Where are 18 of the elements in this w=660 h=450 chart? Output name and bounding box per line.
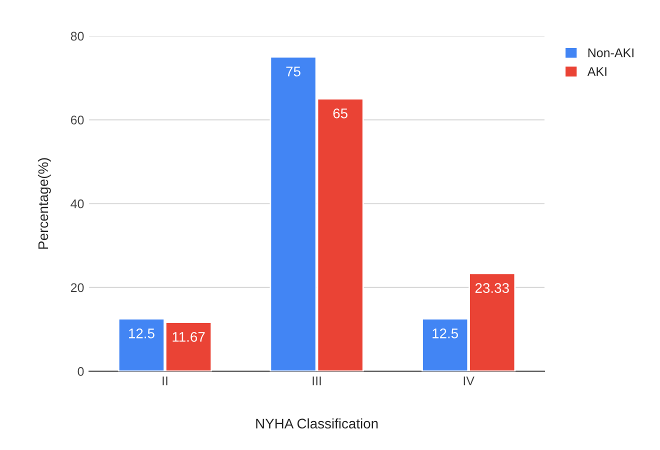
data-label: 75 bbox=[286, 66, 300, 76]
y-tick-label: 40 bbox=[70, 199, 84, 208]
data-label: 12.5 bbox=[432, 328, 458, 338]
y-tick-label: 60 bbox=[70, 116, 84, 124]
x-tick-label: III bbox=[312, 376, 321, 386]
y-axis-title: Percentage(%) bbox=[38, 158, 51, 249]
y-tick-label: 0 bbox=[78, 367, 84, 376]
legend-label: AKI bbox=[587, 67, 606, 76]
x-tick-label: II bbox=[162, 376, 168, 386]
x-axis-title: NYHA Classification bbox=[256, 418, 378, 429]
data-label: 12.5 bbox=[129, 328, 154, 338]
data-label: 65 bbox=[333, 108, 348, 118]
data-label: 11.67 bbox=[172, 332, 205, 342]
y-tick-label: 20 bbox=[70, 283, 84, 292]
legend-label: Non-AKI bbox=[588, 48, 634, 58]
x-tick-label: IV bbox=[464, 376, 474, 386]
data-label: 23.33 bbox=[475, 283, 509, 293]
y-tick-label: 80 bbox=[70, 32, 84, 41]
